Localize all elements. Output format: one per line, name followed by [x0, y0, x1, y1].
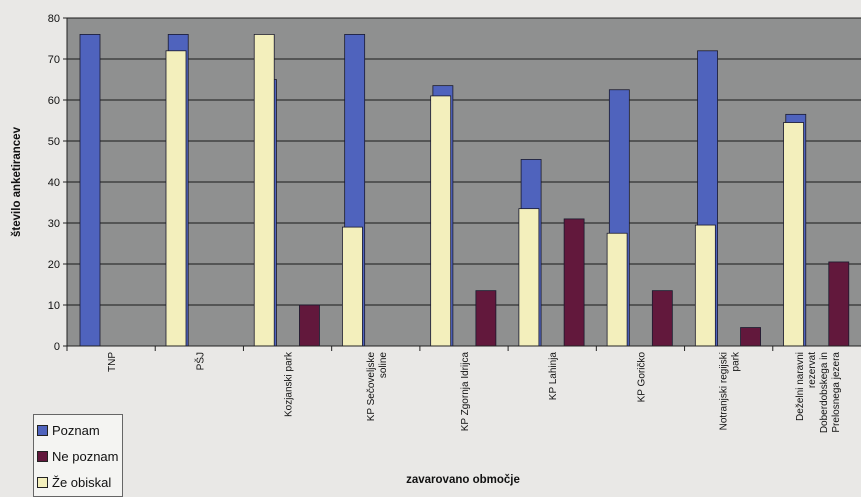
y-tick-label: 0 — [54, 341, 60, 353]
y-axis-title: število anketirancev — [11, 126, 23, 237]
bar — [740, 327, 761, 347]
legend-label: Poznam — [52, 422, 100, 438]
bar — [475, 290, 497, 347]
bar — [430, 95, 452, 347]
bar — [828, 261, 850, 347]
x-tick-label: KP Sečoveljskesoline — [366, 352, 389, 422]
x-tick-label: Notranjski regijskipark — [719, 351, 742, 430]
y-axis: 0 10 20 30 40 50 60 70 80 — [48, 13, 68, 353]
legend-swatch — [37, 424, 48, 436]
y-tick-label: 60 — [48, 95, 60, 107]
bars — [67, 34, 861, 347]
legend-item-poznam: Poznam — [37, 417, 118, 443]
bar — [563, 218, 585, 347]
bar — [165, 50, 187, 347]
x-tick-label: TNP — [107, 352, 118, 372]
bar — [783, 122, 804, 347]
bar — [694, 224, 716, 347]
x-tick-label: PŠJ — [193, 352, 206, 370]
y-tick-label: 40 — [48, 177, 60, 189]
x-tick-label: Deželni naravnirezervatDoberdobskega inP… — [795, 352, 842, 434]
bar — [518, 208, 540, 347]
bar — [253, 34, 275, 347]
x-tick-label: KP Goričko — [636, 352, 647, 403]
legend-label: Ne poznam — [52, 448, 119, 464]
legend: Poznam Ne poznam Že obiskal — [33, 414, 124, 497]
y-tick-label: 50 — [48, 136, 60, 148]
bar — [299, 304, 320, 347]
x-axis-title: zavarovano območje — [406, 474, 520, 486]
x-tick-label: KP Lahinja — [548, 352, 559, 401]
legend-swatch — [37, 450, 48, 462]
legend-item-ze-obiskal: Že obiskal — [37, 469, 118, 495]
y-tick-label: 80 — [48, 13, 60, 25]
bar — [651, 290, 673, 347]
y-tick-label: 30 — [48, 218, 60, 230]
bar — [79, 34, 101, 347]
x-axis: TNP PŠJ Kozjanski park KP Sečoveljskesoline… — [66, 346, 842, 434]
y-tick-label: 20 — [48, 259, 60, 271]
legend-swatch — [37, 476, 48, 488]
x-tick-label: KP Zgornja Idrijca — [460, 352, 471, 432]
legend-item-ne-poznam: Ne poznam — [37, 443, 118, 469]
y-tick-label: 10 — [48, 300, 60, 312]
bar — [606, 232, 628, 347]
x-tick-label: Kozjanski park — [284, 351, 295, 417]
y-tick-label: 70 — [48, 54, 60, 66]
legend-label: Že obiskal — [52, 474, 112, 490]
bar — [342, 226, 363, 347]
